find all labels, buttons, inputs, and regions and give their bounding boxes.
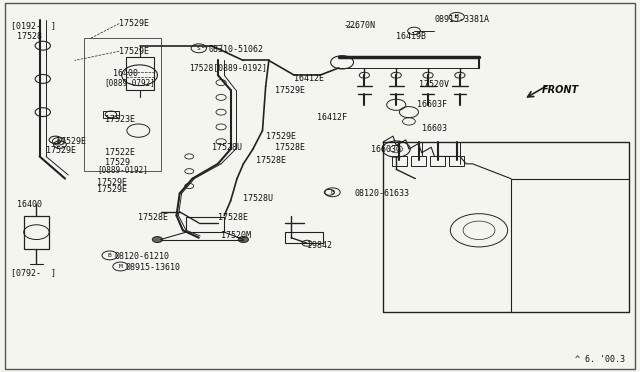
Text: B: B: [331, 190, 335, 195]
Text: 17528[0889-0192]: 17528[0889-0192]: [189, 63, 268, 72]
Text: [0792-  ]: [0792- ]: [11, 268, 56, 277]
Text: 17529E: 17529E: [275, 86, 305, 94]
Bar: [103, 111, 119, 118]
Text: 16412E: 16412E: [294, 74, 324, 83]
Text: 16603G: 16603G: [371, 145, 401, 154]
Text: S: S: [197, 46, 201, 51]
Text: 08120-61210: 08120-61210: [115, 251, 170, 261]
Text: 17528E: 17528E: [138, 213, 168, 222]
Text: ^ 6. '00.3: ^ 6. '00.3: [575, 355, 625, 364]
Bar: [84, 38, 161, 171]
Bar: [430, 157, 445, 166]
Text: 17528E: 17528E: [218, 213, 248, 222]
Text: 08915-13610: 08915-13610: [125, 263, 180, 272]
Text: 16419B: 16419B: [396, 32, 426, 41]
Text: 17529E: 17529E: [97, 185, 127, 194]
Text: 08310-51062: 08310-51062: [209, 45, 263, 54]
Text: 08120-61633: 08120-61633: [355, 189, 410, 198]
Text: 17528E: 17528E: [256, 155, 286, 165]
Text: B: B: [57, 139, 61, 144]
Text: 17529E: 17529E: [119, 19, 149, 28]
Bar: [24, 215, 49, 249]
Bar: [411, 157, 426, 166]
Text: 16400: 16400: [113, 69, 138, 78]
Text: 17522E: 17522E: [104, 148, 134, 157]
Text: 16400: 16400: [17, 200, 42, 209]
Text: FRONT: FRONT: [541, 85, 579, 95]
Text: [0889-0192]: [0889-0192]: [97, 165, 148, 174]
Text: 08915-3381A: 08915-3381A: [435, 15, 490, 24]
Text: 16603: 16603: [422, 124, 447, 133]
Bar: [449, 157, 465, 166]
Text: 17520V: 17520V: [419, 80, 449, 89]
Text: M: M: [118, 264, 122, 269]
Text: 17529E: 17529E: [46, 147, 76, 155]
Bar: [392, 157, 407, 166]
Text: 22670N: 22670N: [345, 21, 375, 30]
Bar: [125, 57, 154, 90]
Text: 17523E: 17523E: [104, 115, 134, 124]
Text: 17528U: 17528U: [243, 195, 273, 203]
Text: 16603F: 16603F: [417, 100, 447, 109]
Circle shape: [238, 237, 248, 243]
Text: 17520M: 17520M: [221, 231, 251, 240]
Text: 17529E: 17529E: [266, 132, 296, 141]
Text: [0192-  ]: [0192- ]: [11, 21, 56, 30]
Text: B: B: [108, 253, 111, 258]
Bar: [285, 232, 323, 243]
Text: 17528: 17528: [17, 32, 42, 41]
Text: 17529E: 17529E: [56, 137, 86, 146]
Text: 17529E: 17529E: [119, 47, 149, 56]
Bar: [186, 217, 224, 232]
Circle shape: [152, 237, 163, 243]
Text: 16412F: 16412F: [317, 113, 347, 122]
Text: 19842: 19842: [307, 241, 332, 250]
Text: 17529E: 17529E: [97, 178, 127, 187]
Text: 17529: 17529: [104, 157, 129, 167]
Text: 17528U: 17528U: [212, 143, 241, 152]
Text: 17528E: 17528E: [275, 143, 305, 152]
Text: [0889-0792]: [0889-0792]: [104, 78, 156, 87]
Text: M: M: [455, 15, 459, 19]
